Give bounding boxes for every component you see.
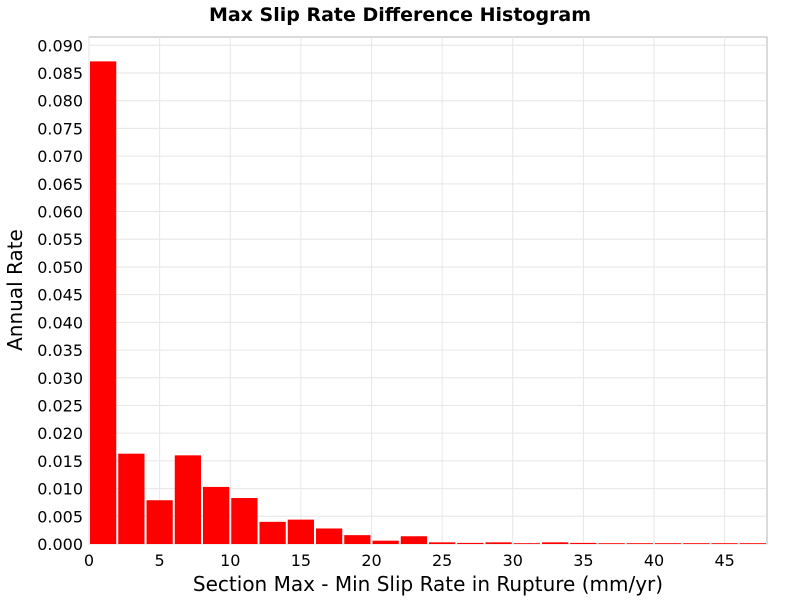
- x-tick-label: 40: [644, 551, 664, 570]
- y-tick-label: 0.000: [37, 535, 83, 554]
- x-axis-label: Section Max - Min Slip Rate in Rupture (…: [193, 572, 663, 596]
- histogram-bar: [683, 543, 710, 544]
- y-tick-label: 0.010: [37, 480, 83, 499]
- bars: [90, 61, 766, 544]
- chart-title: Max Slip Rate Difference Histogram: [209, 4, 591, 26]
- histogram-bar: [400, 536, 427, 544]
- histogram-bar: [344, 535, 371, 544]
- y-tick-label: 0.035: [37, 341, 83, 360]
- histogram-bar: [485, 542, 512, 544]
- y-tick-label: 0.085: [37, 64, 83, 83]
- histogram-bar: [259, 521, 286, 544]
- histogram-bar: [429, 542, 456, 544]
- histogram-bar: [513, 543, 540, 544]
- histogram-bar: [655, 543, 682, 544]
- x-tick-label: 20: [361, 551, 381, 570]
- y-tick-label: 0.070: [37, 147, 83, 166]
- x-tick-label: 25: [432, 551, 452, 570]
- histogram-bar: [457, 542, 484, 544]
- histogram-bar: [203, 486, 230, 544]
- x-tick-label: 45: [714, 551, 734, 570]
- histogram-bar: [626, 543, 653, 544]
- grid-lines: [88, 37, 767, 545]
- histogram-bar: [316, 528, 343, 544]
- y-tick-label: 0.065: [37, 175, 83, 194]
- histogram-bar: [711, 543, 738, 544]
- histogram-bar: [231, 498, 258, 544]
- x-tick-label: 0: [84, 551, 94, 570]
- x-tick-label: 10: [220, 551, 240, 570]
- x-tick-label: 30: [503, 551, 523, 570]
- y-tick-label: 0.090: [37, 36, 83, 55]
- histogram-bar: [372, 540, 399, 544]
- histogram-bar: [570, 542, 597, 544]
- histogram-bar: [598, 543, 625, 544]
- x-tick-label: 35: [573, 551, 593, 570]
- histogram-bar: [146, 500, 173, 544]
- y-tick-label: 0.055: [37, 230, 83, 249]
- y-tick-label: 0.060: [37, 203, 83, 222]
- y-tick-label: 0.005: [37, 507, 83, 526]
- y-tick-label: 0.030: [37, 369, 83, 388]
- y-tick-label: 0.045: [37, 286, 83, 305]
- y-tick-label: 0.020: [37, 424, 83, 443]
- y-tick-label: 0.050: [37, 258, 83, 277]
- histogram-bar: [174, 455, 201, 544]
- y-tick-label: 0.040: [37, 313, 83, 332]
- y-tick-label: 0.015: [37, 452, 83, 471]
- y-tick-label: 0.080: [37, 92, 83, 111]
- histogram-bar: [287, 519, 314, 544]
- y-tick-label: 0.025: [37, 396, 83, 415]
- y-axis-ticks: 0.000 0.005 0.010 0.015 0.020 0.025 0.030 0.035…: [37, 36, 83, 554]
- x-tick-label: 5: [155, 551, 165, 570]
- histogram-bar: [90, 61, 117, 544]
- y-axis-label: Annual Rate: [3, 229, 27, 351]
- y-tick-label: 0.075: [37, 119, 83, 138]
- x-tick-label: 15: [291, 551, 311, 570]
- histogram-bar: [118, 453, 145, 544]
- x-axis-ticks: 0 5 10 15 20 25 30 35 40 45: [84, 551, 735, 570]
- histogram-bar: [542, 542, 569, 544]
- histogram-bar: [739, 543, 766, 544]
